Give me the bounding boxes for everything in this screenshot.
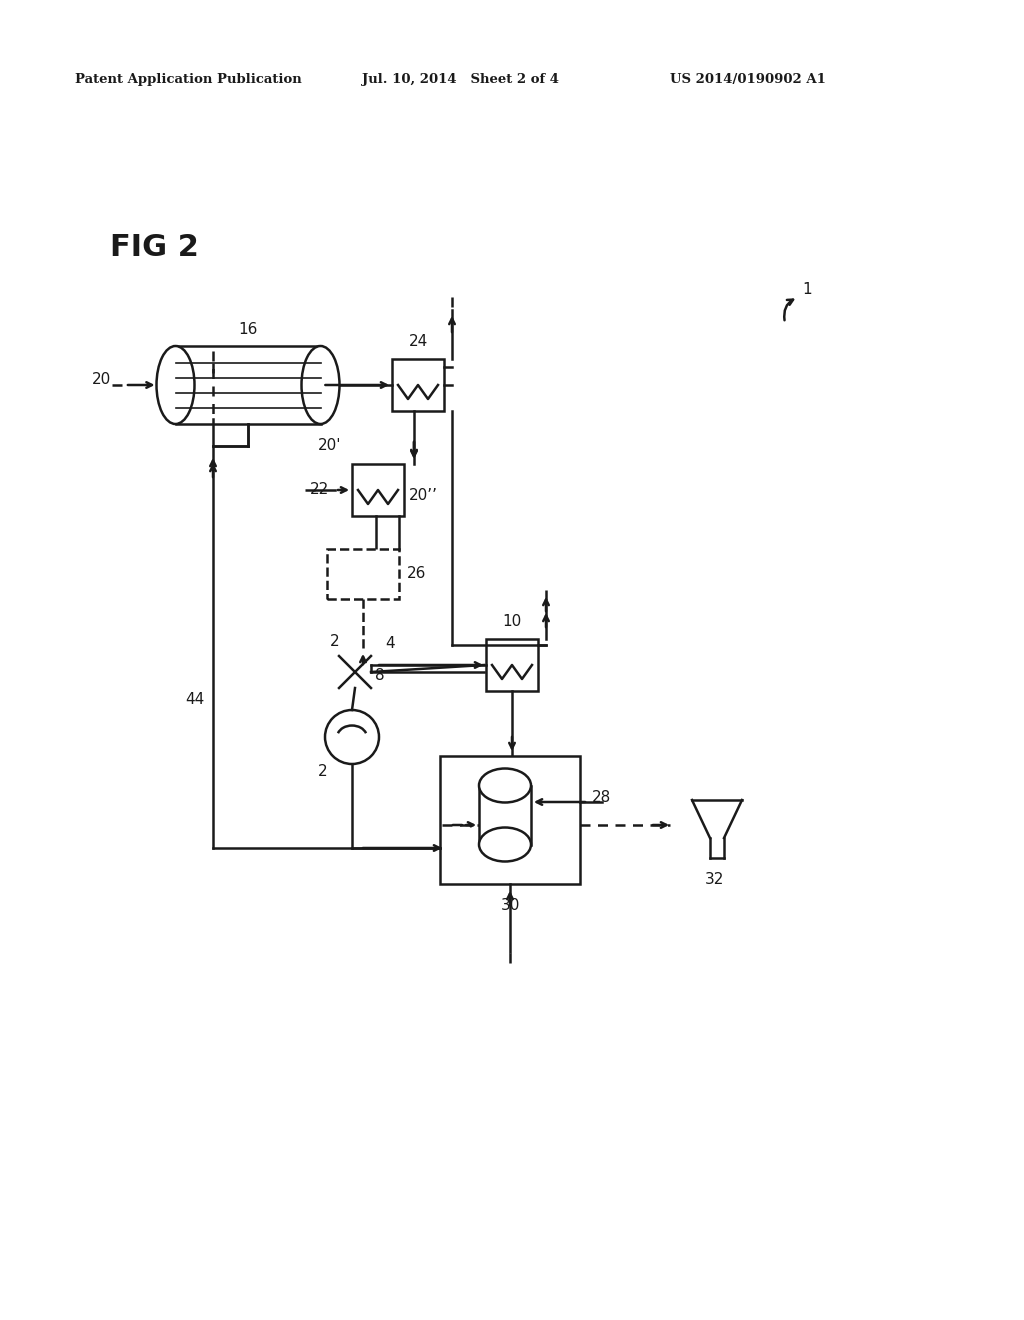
Ellipse shape xyxy=(157,346,195,424)
Ellipse shape xyxy=(479,828,531,862)
Bar xyxy=(327,549,399,599)
Text: 22: 22 xyxy=(310,483,330,498)
Text: 16: 16 xyxy=(239,322,258,338)
Text: FIG 2: FIG 2 xyxy=(110,234,199,263)
Text: 30: 30 xyxy=(501,899,520,913)
Text: Patent Application Publication: Patent Application Publication xyxy=(75,74,302,87)
Bar xyxy=(392,359,444,411)
Text: 2: 2 xyxy=(318,764,328,780)
Text: 8: 8 xyxy=(375,668,385,684)
Text: 10: 10 xyxy=(503,614,521,628)
Text: 28: 28 xyxy=(592,791,611,805)
Text: 20: 20 xyxy=(92,372,112,388)
Text: 44: 44 xyxy=(185,693,204,708)
Text: 2: 2 xyxy=(330,635,340,649)
Text: 32: 32 xyxy=(705,873,724,887)
Ellipse shape xyxy=(479,768,531,803)
Text: 24: 24 xyxy=(409,334,428,348)
Circle shape xyxy=(325,710,379,764)
Ellipse shape xyxy=(301,346,340,424)
Bar xyxy=(352,465,404,516)
Text: 4: 4 xyxy=(385,636,394,652)
Text: 20': 20' xyxy=(318,438,341,454)
Text: 1: 1 xyxy=(802,282,812,297)
Bar xyxy=(479,785,531,845)
Bar xyxy=(440,756,580,884)
Text: 20’’: 20’’ xyxy=(409,487,438,503)
Text: US 2014/0190902 A1: US 2014/0190902 A1 xyxy=(670,74,826,87)
Bar xyxy=(486,639,538,690)
Text: 26: 26 xyxy=(407,566,426,582)
Text: Jul. 10, 2014   Sheet 2 of 4: Jul. 10, 2014 Sheet 2 of 4 xyxy=(362,74,559,87)
Bar xyxy=(175,346,321,424)
